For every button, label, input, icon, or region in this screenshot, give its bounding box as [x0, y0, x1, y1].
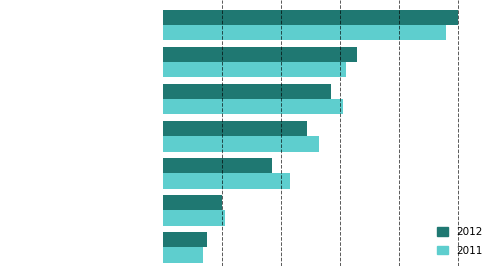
Bar: [163, 210, 225, 226]
Bar: [163, 232, 207, 247]
Legend: 2012, 2011: 2012, 2011: [432, 222, 488, 261]
Bar: [163, 158, 272, 173]
Bar: [163, 47, 357, 62]
Bar: [163, 247, 203, 263]
Bar: [163, 195, 222, 210]
Bar: [163, 99, 343, 114]
Bar: [163, 10, 458, 25]
Bar: [163, 136, 319, 152]
Bar: [163, 25, 446, 40]
Bar: [163, 84, 331, 99]
Bar: [163, 62, 346, 77]
Bar: [163, 121, 307, 136]
Bar: [163, 173, 289, 189]
